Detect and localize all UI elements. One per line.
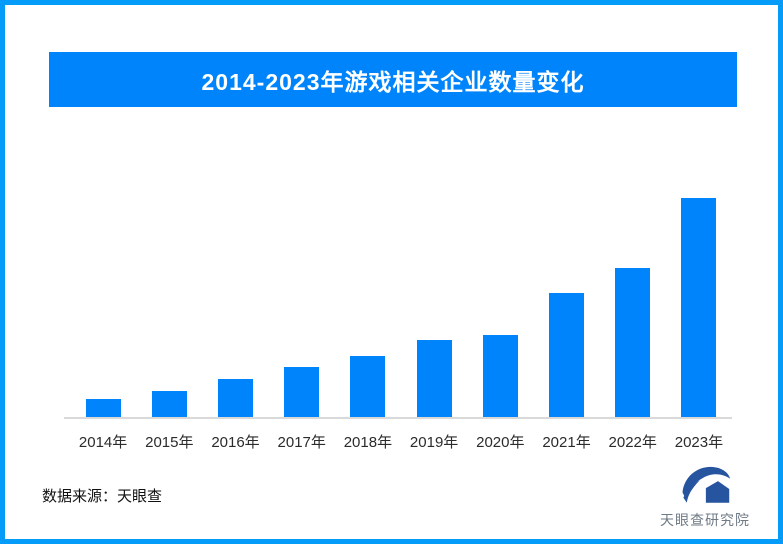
bar-2014年 (85, 399, 121, 418)
logo-text: 天眼查研究院 (660, 512, 750, 528)
logo: 天眼查研究院 (650, 463, 760, 530)
x-axis-labels: 2014年 2015年 2016年 2017年 2018年 2019年 2020年 2021年… (70, 431, 732, 452)
bar-2016年 (218, 379, 253, 418)
bar-2017年 (284, 367, 320, 418)
bar-cell (600, 188, 666, 418)
bars-container (70, 188, 732, 418)
bar-cell (335, 188, 401, 418)
bar-2019年 (416, 340, 452, 418)
x-axis-line (64, 417, 732, 419)
bar-cell (269, 188, 335, 418)
x-axis-label: 2016年 (211, 434, 260, 451)
bar-cell (533, 188, 599, 418)
data-source-note: 数据来源：天眼查 (42, 488, 163, 505)
bar-cell (467, 188, 533, 418)
bar-chart: 2014年 2015年 2016年 2017年 2018年 2019年 2020年 2021年… (5, 5, 778, 539)
x-axis-label: 2023年 (674, 434, 724, 451)
bar-2021年 (549, 293, 585, 418)
x-axis-label: 2019年 (409, 434, 459, 451)
bar-cell (202, 188, 268, 418)
x-axis-label: 2018年 (343, 434, 393, 451)
chart-title-banner: 2014-2023年游戏相关企业数量变化 (49, 52, 737, 107)
bar-cell (70, 188, 136, 418)
bar-2015年 (151, 391, 187, 418)
x-axis-label: 2022年 (608, 434, 657, 451)
tianyancha-logo-icon (682, 466, 731, 503)
x-axis-label: 2017年 (277, 434, 326, 451)
bar-2020年 (482, 335, 518, 418)
bar-cell (666, 188, 732, 418)
chart-title: 2014-2023年游戏相关企业数量变化 (201, 68, 585, 95)
bar-2018年 (350, 356, 386, 418)
x-axis-label: 2021年 (542, 434, 591, 451)
x-axis-label: 2015年 (145, 434, 194, 451)
bar-cell (401, 188, 467, 418)
x-axis-label: 2020年 (476, 434, 525, 451)
bar-2023年 (681, 198, 717, 418)
x-axis-label: 2014年 (78, 434, 128, 451)
bar-cell (136, 188, 202, 418)
bar-2022年 (615, 268, 651, 418)
